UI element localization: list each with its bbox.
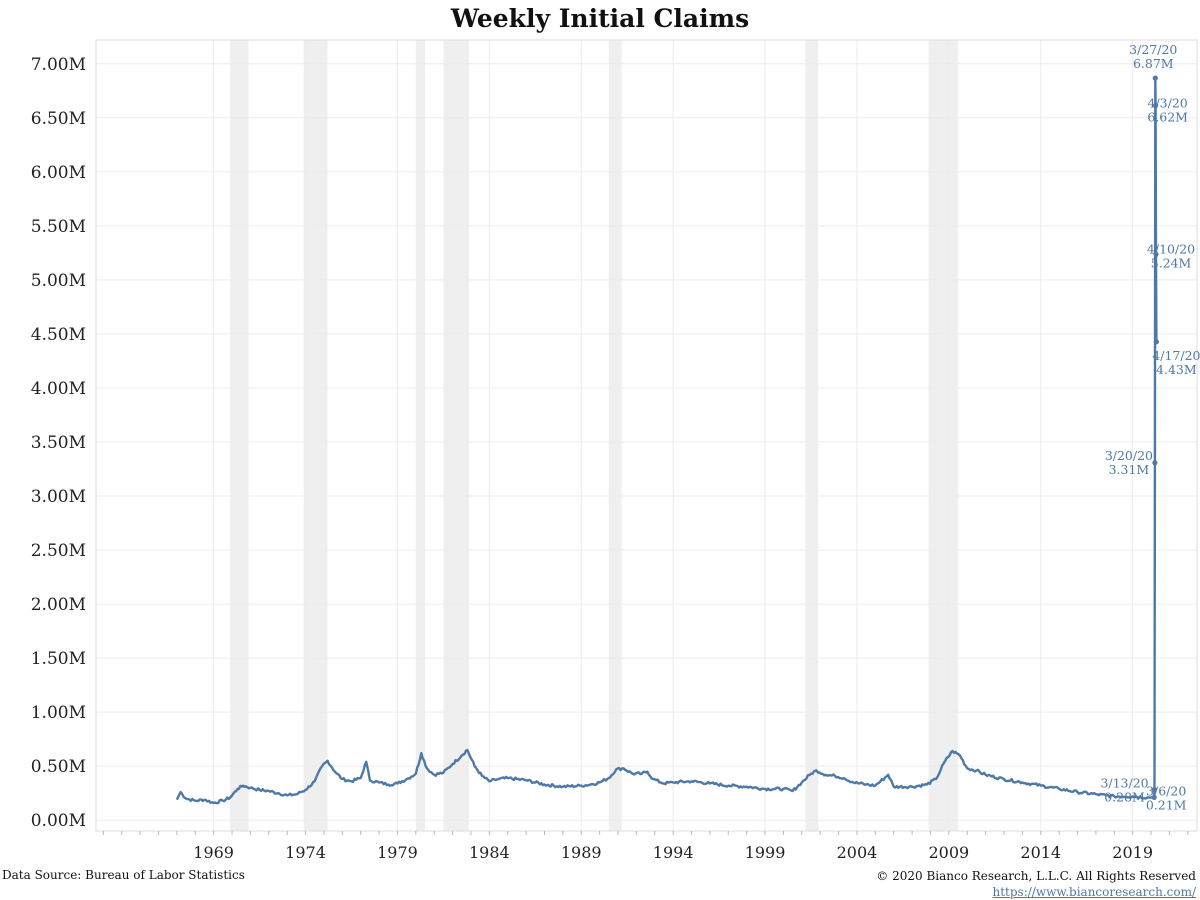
annotation-point: [1151, 794, 1157, 800]
annotation-point: [1152, 460, 1158, 466]
x-tick-label: 2014: [1020, 843, 1061, 862]
y-tick-label: 2.00M: [31, 595, 86, 615]
recession-band-0: [230, 40, 249, 831]
annotation-value: 3.31M: [1109, 462, 1150, 477]
annotation-value: 6.87M: [1133, 56, 1174, 71]
annotation-date: 4/3/20: [1148, 95, 1188, 110]
x-tick-label: 2004: [837, 843, 878, 862]
x-tick-label: 1999: [745, 843, 786, 862]
y-tick-label: 6.50M: [31, 109, 86, 129]
annotation-date: 3/27/20: [1129, 42, 1177, 57]
y-tick-label: 3.00M: [31, 487, 86, 507]
annotation-date: 3/13/20: [1100, 776, 1148, 791]
recession-band-5: [805, 40, 819, 831]
x-tick-label: 1994: [653, 843, 694, 862]
x-tick-label: 1989: [561, 843, 602, 862]
annotation-date: 3/20/20: [1105, 448, 1153, 463]
annotation-point: [1151, 787, 1158, 793]
x-tick-label: 1984: [469, 843, 510, 862]
annotation-value: 5.24M: [1151, 255, 1192, 270]
annotation-point: [1153, 251, 1159, 257]
annotation-value: 0.28M: [1104, 790, 1145, 805]
series-line-0: [175, 76, 1158, 805]
y-tick-label: 7.00M: [31, 55, 86, 75]
y-tick-label: 1.00M: [31, 703, 86, 723]
y-tick-label: 4.00M: [31, 379, 86, 399]
recession-band-1: [303, 40, 328, 831]
x-tick-label: 1974: [285, 843, 326, 862]
gridlines: [96, 40, 1197, 831]
annotation-date: 4/10/20: [1147, 241, 1195, 256]
plot-frame: [95, 39, 1198, 832]
x-tick-label: 1969: [193, 843, 234, 862]
y-tick-label: 2.50M: [31, 541, 86, 561]
annotation-value: 0.21M: [1146, 797, 1187, 812]
x-tick-label: 2019: [1112, 843, 1153, 862]
website-link[interactable]: https://www.biancoresearch.com/: [992, 885, 1196, 899]
recession-band-2: [415, 40, 426, 831]
annotation-point: [1153, 339, 1159, 345]
x-axis-ticks: 1969 1974 1979 1984 1989 1994 1999 2004 2009 2014…: [102, 831, 1189, 862]
data-source-note: Data Source: Bureau of Labor Statistics: [2, 868, 245, 882]
y-tick-label: 5.00M: [31, 271, 86, 291]
x-tick-label: 1979: [377, 843, 418, 862]
annotation-date: 3/6/20: [1146, 783, 1186, 798]
y-tick-label: 6.00M: [31, 163, 86, 183]
y-tick-label: 5.50M: [31, 217, 86, 237]
y-tick-label: 4.50M: [31, 325, 86, 345]
y-tick-label: 1.50M: [31, 649, 86, 669]
annotation-point: [1153, 102, 1159, 108]
annotation-point: [1152, 75, 1158, 81]
y-axis-ticks: 0.00M 0.50M 1.00M 1.50M 2.00M 2.50M 3.00M 3.50M…: [31, 55, 86, 831]
copyright-block: © 2020 Bianco Research, L.L.C. All Right…: [876, 868, 1196, 900]
y-tick-label: 3.50M: [31, 433, 86, 453]
annotation-date: 4/17/20: [1152, 348, 1200, 363]
recession-band-4: [608, 40, 622, 831]
y-tick-label: 0.00M: [31, 811, 86, 831]
copyright-text: © 2020 Bianco Research, L.L.C. All Right…: [876, 869, 1196, 883]
x-tick-label: 2009: [929, 843, 970, 862]
series-layer: [175, 76, 1158, 805]
annotation-value: 4.43M: [1156, 362, 1197, 377]
chart-title: Weekly Initial Claims: [450, 4, 749, 33]
annotation-value: 6.62M: [1147, 109, 1188, 124]
annotations: 3/27/206.87M 4/3/206.62M 4/10/205.24M 4/17/…: [1100, 42, 1200, 812]
y-tick-label: 0.50M: [31, 757, 86, 777]
